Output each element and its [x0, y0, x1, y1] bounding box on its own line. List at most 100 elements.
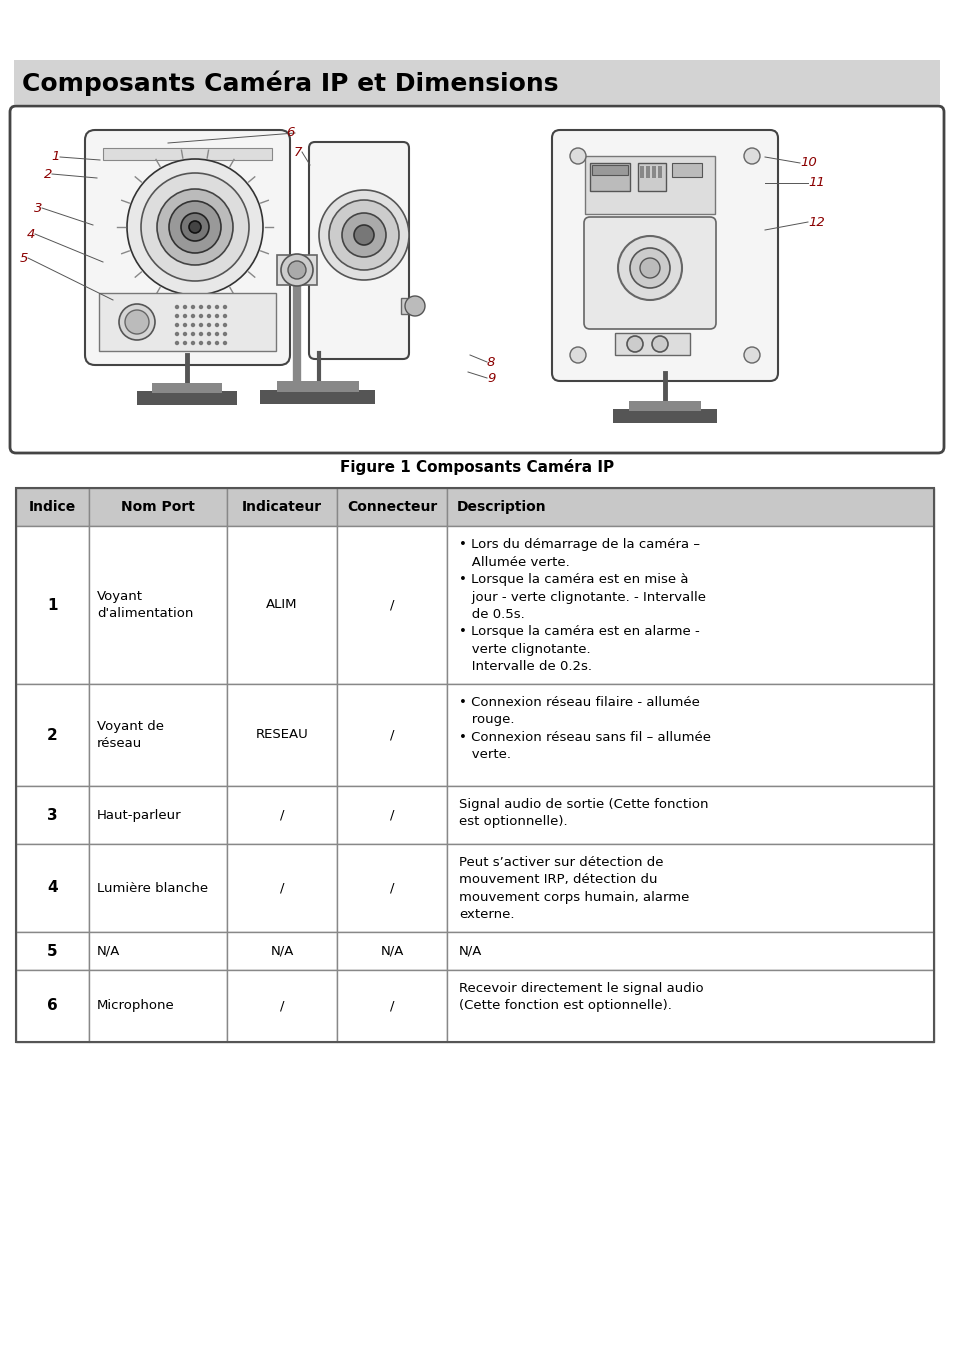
- Bar: [276, 256, 316, 285]
- Circle shape: [207, 314, 211, 318]
- Circle shape: [569, 347, 585, 362]
- Bar: [447, 932, 933, 969]
- Bar: [336, 932, 447, 969]
- Text: 2: 2: [44, 168, 52, 181]
- Circle shape: [223, 314, 227, 318]
- Text: 5: 5: [20, 251, 28, 265]
- Bar: [89, 932, 227, 969]
- Bar: [592, 165, 627, 174]
- Circle shape: [329, 200, 398, 270]
- Circle shape: [214, 314, 219, 318]
- Text: N/A: N/A: [380, 945, 403, 957]
- Circle shape: [191, 314, 195, 318]
- Circle shape: [174, 341, 179, 345]
- Bar: [89, 684, 227, 786]
- Bar: [651, 166, 656, 178]
- Bar: [260, 389, 375, 404]
- Circle shape: [141, 173, 249, 281]
- FancyBboxPatch shape: [583, 218, 716, 329]
- Bar: [89, 969, 227, 1042]
- Circle shape: [191, 341, 195, 345]
- Bar: [89, 844, 227, 932]
- Bar: [227, 488, 336, 526]
- Circle shape: [174, 323, 179, 327]
- Circle shape: [223, 323, 227, 327]
- Text: Indicateur: Indicateur: [242, 500, 322, 514]
- Text: Haut-parleur: Haut-parleur: [97, 808, 181, 822]
- Bar: [639, 166, 643, 178]
- Bar: [16, 932, 89, 969]
- Bar: [16, 684, 89, 786]
- Bar: [16, 526, 89, 684]
- Bar: [615, 333, 689, 356]
- Text: 1: 1: [51, 150, 60, 164]
- Bar: [645, 166, 649, 178]
- Circle shape: [223, 341, 227, 345]
- Bar: [16, 488, 933, 1042]
- Text: 10: 10: [800, 157, 816, 169]
- Text: • Connexion réseau filaire - allumée
   rouge.
• Connexion réseau sans fil – all: • Connexion réseau filaire - allumée rou…: [458, 696, 710, 761]
- Circle shape: [191, 331, 195, 337]
- Bar: [613, 410, 717, 423]
- Bar: [14, 59, 939, 104]
- Circle shape: [281, 254, 313, 287]
- Bar: [16, 786, 89, 844]
- Text: Voyant
d'alimentation: Voyant d'alimentation: [97, 589, 193, 621]
- Bar: [152, 383, 222, 393]
- Bar: [276, 381, 358, 392]
- Bar: [584, 155, 714, 214]
- Text: 2: 2: [47, 727, 58, 742]
- Bar: [16, 844, 89, 932]
- Text: /: /: [390, 729, 394, 741]
- Circle shape: [223, 304, 227, 310]
- Text: 9: 9: [486, 372, 495, 384]
- Circle shape: [127, 160, 263, 295]
- Circle shape: [119, 304, 154, 339]
- Circle shape: [214, 341, 219, 345]
- Bar: [638, 164, 665, 191]
- Bar: [447, 844, 933, 932]
- Circle shape: [318, 191, 409, 280]
- Text: Signal audio de sortie (Cette fonction
est optionnelle).: Signal audio de sortie (Cette fonction e…: [458, 798, 708, 829]
- Text: 7: 7: [294, 146, 302, 158]
- Circle shape: [198, 331, 203, 337]
- FancyBboxPatch shape: [85, 130, 290, 365]
- Text: Nom Port: Nom Port: [121, 500, 194, 514]
- Circle shape: [189, 220, 201, 233]
- Circle shape: [183, 341, 187, 345]
- Bar: [89, 786, 227, 844]
- Text: 6: 6: [47, 999, 58, 1014]
- Text: 3: 3: [47, 807, 58, 822]
- Bar: [103, 147, 272, 160]
- Circle shape: [629, 247, 669, 288]
- Text: 5: 5: [47, 944, 58, 959]
- Circle shape: [183, 304, 187, 310]
- Circle shape: [181, 214, 209, 241]
- FancyBboxPatch shape: [309, 142, 409, 360]
- Circle shape: [743, 347, 760, 362]
- Circle shape: [198, 323, 203, 327]
- Text: Voyant de
réseau: Voyant de réseau: [97, 721, 164, 750]
- Circle shape: [626, 337, 642, 352]
- Text: Description: Description: [456, 500, 546, 514]
- Circle shape: [198, 304, 203, 310]
- Bar: [89, 488, 227, 526]
- Bar: [227, 932, 336, 969]
- Circle shape: [191, 304, 195, 310]
- Text: 8: 8: [486, 356, 495, 369]
- FancyBboxPatch shape: [10, 105, 943, 453]
- Text: 1: 1: [48, 598, 58, 612]
- Circle shape: [183, 331, 187, 337]
- Circle shape: [214, 323, 219, 327]
- Circle shape: [174, 331, 179, 337]
- Bar: [89, 526, 227, 684]
- Text: /: /: [390, 882, 394, 895]
- Bar: [227, 844, 336, 932]
- Circle shape: [405, 296, 424, 316]
- Bar: [227, 526, 336, 684]
- Bar: [628, 402, 700, 411]
- Text: Figure 1 Composants Caméra IP: Figure 1 Composants Caméra IP: [339, 458, 614, 475]
- Bar: [400, 297, 418, 314]
- Circle shape: [191, 323, 195, 327]
- Text: /: /: [279, 882, 284, 895]
